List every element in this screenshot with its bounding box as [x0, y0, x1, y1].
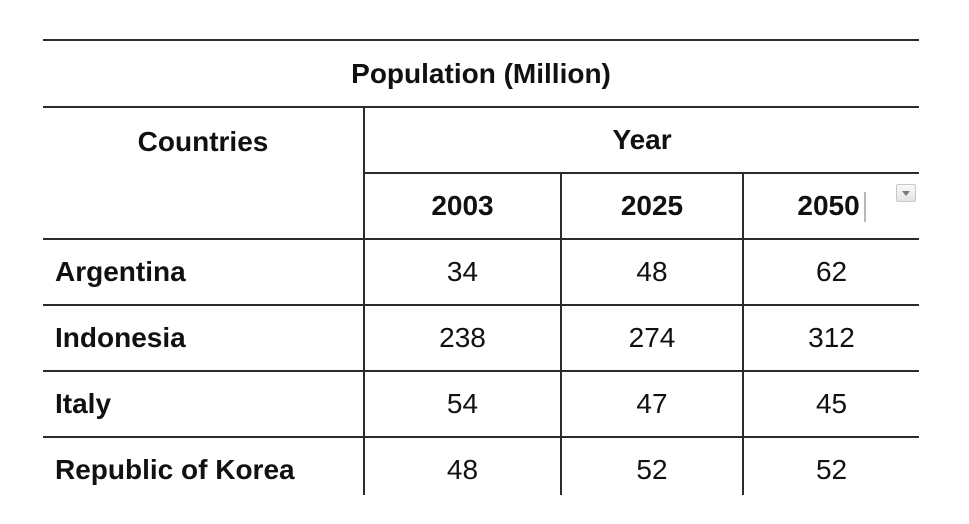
value-cell[interactable]: 62	[741, 238, 919, 306]
value-cell[interactable]: 274	[560, 304, 744, 372]
value-cell[interactable]: 238	[363, 304, 562, 372]
years-row: 2003 2025 2050	[43, 172, 919, 240]
header-row: Countries Year	[43, 106, 919, 239]
table-title-row: Population (Million)	[43, 39, 919, 108]
year-header-2003[interactable]: 2003	[363, 172, 562, 240]
country-cell[interactable]: Indonesia	[43, 304, 365, 372]
value-cell[interactable]: 52	[741, 436, 919, 495]
year-header-2050: 2050	[797, 189, 860, 221]
country-cell[interactable]: Republic of Korea	[43, 436, 365, 495]
text-cursor	[863, 192, 866, 223]
value-cell[interactable]: 54	[363, 370, 562, 438]
population-table-region: Population (Million) Countries Year 2003…	[43, 39, 919, 495]
table-title[interactable]: Population (Million)	[43, 39, 919, 108]
table-row: Italy 54 47 45	[43, 370, 919, 438]
year-header-2025[interactable]: 2025	[560, 172, 744, 240]
year-group-header[interactable]: Year	[362, 106, 919, 174]
country-cell[interactable]: Argentina	[43, 238, 365, 306]
value-cell[interactable]: 312	[741, 304, 919, 372]
table-row: Argentina 34 48 62	[43, 238, 919, 306]
population-table: Population (Million) Countries Year 2003…	[43, 39, 919, 495]
table-row: Indonesia 238 274 312	[43, 304, 919, 372]
value-cell[interactable]: 48	[363, 436, 562, 495]
value-cell[interactable]: 52	[560, 436, 744, 495]
year-header-2050-cell[interactable]: 2050	[741, 172, 919, 240]
value-cell[interactable]: 45	[741, 370, 919, 438]
value-cell[interactable]: 48	[560, 238, 744, 306]
chevron-down-icon[interactable]	[896, 184, 917, 202]
country-cell[interactable]: Italy	[43, 370, 365, 438]
countries-header[interactable]: Countries	[43, 106, 365, 239]
value-cell[interactable]: 34	[363, 238, 562, 306]
table-row: Republic of Korea 48 52 52	[43, 436, 919, 495]
value-cell[interactable]: 47	[560, 370, 744, 438]
